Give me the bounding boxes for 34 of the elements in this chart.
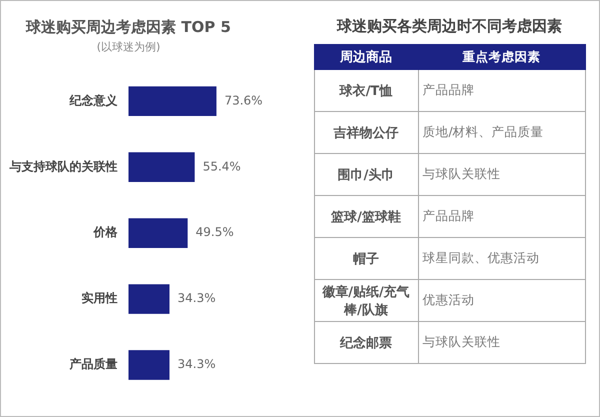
text: 质地/材料、产品质量 — [418, 112, 585, 154]
text: 围巾/头巾 — [314, 154, 418, 196]
text: 优惠活动 — [418, 280, 585, 322]
text: 周边商品 — [314, 44, 418, 70]
text: 纪念邮票 — [314, 322, 418, 364]
bar — [128, 152, 195, 182]
bar — [128, 86, 216, 116]
text: 与球队关联性 — [418, 154, 585, 196]
text: 球星同款、优惠活动 — [418, 238, 585, 280]
y-tick-label: 纪念意义 — [68, 93, 118, 108]
text: 产品品牌 — [418, 70, 585, 112]
y-tick-label: 实用性 — [82, 291, 118, 306]
text: 吉祥物公仔 — [314, 112, 418, 154]
y-tick-label: 与支持球队的关联性 — [8, 159, 118, 174]
data-label: 34.3% — [177, 357, 216, 372]
y-tick-label: 价格 — [92, 225, 118, 240]
text: 帽子 — [314, 238, 418, 280]
text: 与球队关联性 — [418, 322, 585, 364]
bar — [128, 350, 170, 380]
text: 球衣/T恤 — [314, 70, 418, 112]
data-label: 73.6% — [224, 93, 263, 108]
text: 球迷购买各类周边时不同考虑因素 — [336, 17, 563, 36]
y-tick-label: 产品质量 — [68, 357, 118, 372]
text: 篮球/篮球鞋 — [314, 196, 418, 238]
data-label: 49.5% — [196, 225, 234, 240]
text: 产品品牌 — [418, 196, 585, 238]
data-label: 34.3% — [177, 291, 216, 306]
text: 重点考虑因素 — [418, 44, 585, 70]
chart-title: 球迷购买周边考虑因素 TOP 5 — [25, 18, 231, 36]
chart-subtitle: (以球迷为例) — [96, 40, 160, 54]
text: 徽章/贴纸/充气棒/队旗 — [314, 280, 418, 322]
data-label: 55.4% — [202, 159, 241, 174]
bar — [128, 218, 188, 248]
bar — [128, 284, 170, 314]
